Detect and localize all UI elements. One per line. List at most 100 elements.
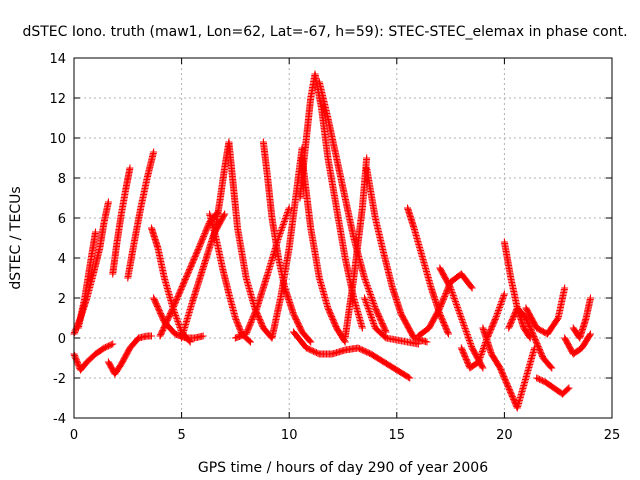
data-point — [252, 305, 260, 313]
data-point — [442, 290, 450, 298]
series-23 — [361, 294, 422, 348]
data-point — [561, 284, 569, 292]
series-1 — [70, 340, 117, 374]
data-point — [245, 323, 253, 331]
x-tick-label: 0 — [70, 428, 78, 443]
data-point — [414, 340, 422, 348]
data-point — [479, 364, 487, 372]
data-point — [243, 327, 251, 335]
data-point — [74, 359, 82, 367]
y-tick-label: 8 — [58, 172, 66, 187]
data-point — [444, 329, 452, 337]
data-point — [234, 320, 242, 328]
chart-title: dSTEC Iono. truth (maw1, Lon=62, Lat=-67… — [22, 24, 627, 40]
data-point — [251, 308, 259, 316]
data-point — [233, 317, 241, 325]
data-point — [74, 360, 82, 368]
data-point — [198, 237, 206, 245]
data-point — [245, 324, 253, 332]
data-point — [195, 244, 203, 252]
series-14 — [231, 204, 293, 342]
x-axis-label: GPS time / hours of day 290 of year 2006 — [198, 460, 488, 476]
x-tick-label: 10 — [281, 428, 298, 443]
y-tick-label: 4 — [58, 252, 66, 267]
data-points — [70, 70, 594, 412]
data-point — [71, 327, 79, 335]
data-point — [233, 318, 241, 326]
data-point — [147, 332, 155, 340]
data-point — [406, 374, 414, 382]
data-point — [439, 295, 447, 303]
data-point — [441, 291, 449, 299]
data-point — [71, 329, 79, 337]
y-axis-label: dSTEC / TECUs — [8, 186, 24, 289]
data-point — [200, 231, 208, 239]
series-3 — [74, 228, 100, 332]
data-point — [252, 307, 260, 315]
data-point — [247, 318, 255, 326]
data-point — [404, 373, 412, 381]
series-32 — [533, 374, 573, 398]
data-point — [245, 337, 253, 345]
y-tick-label: 0 — [58, 332, 66, 347]
series-22 — [363, 164, 431, 346]
data-point — [72, 354, 80, 362]
series-15 — [259, 138, 315, 346]
data-point — [248, 316, 256, 324]
series-19 — [315, 78, 390, 336]
data-point — [363, 154, 371, 162]
data-point — [250, 311, 258, 319]
y-tick-label: -2 — [53, 372, 66, 387]
data-point — [196, 241, 204, 249]
data-point — [201, 230, 209, 238]
data-point — [248, 317, 256, 325]
y-tick-label: 12 — [49, 92, 66, 107]
data-point — [199, 332, 207, 340]
data-point — [586, 294, 594, 302]
series-4 — [104, 332, 155, 378]
data-point — [104, 198, 112, 206]
data-point — [198, 235, 206, 243]
data-point — [586, 331, 594, 339]
x-tick-label: 15 — [389, 428, 406, 443]
series-6 — [124, 148, 158, 282]
series-34 — [569, 294, 594, 342]
data-point — [203, 224, 211, 232]
data-point — [71, 351, 79, 359]
grid-lines — [74, 58, 612, 418]
data-point — [243, 329, 251, 337]
data-point — [203, 225, 211, 233]
data-point — [201, 228, 209, 236]
data-point — [235, 323, 243, 331]
data-point — [548, 364, 556, 372]
data-point — [438, 298, 446, 306]
data-point — [92, 228, 100, 236]
data-point — [200, 232, 208, 240]
series-31 — [522, 284, 569, 338]
data-point — [220, 211, 228, 219]
data-point — [244, 326, 252, 334]
data-point — [73, 357, 81, 365]
y-tick-label: 6 — [58, 212, 66, 227]
data-point — [71, 353, 79, 361]
data-point — [565, 384, 573, 392]
data-point — [126, 164, 134, 172]
data-point — [440, 294, 448, 302]
data-point — [439, 297, 447, 305]
data-point — [381, 327, 389, 335]
series-12 — [210, 138, 233, 242]
data-point — [437, 301, 445, 309]
data-point — [242, 330, 250, 338]
data-point — [547, 363, 555, 371]
data-point — [444, 330, 452, 338]
data-point — [199, 234, 207, 242]
x-tick-label: 5 — [177, 428, 185, 443]
data-point — [307, 338, 315, 346]
axis-ticks: 0 5 10 15 20 25 -4 -2 0 2 4 6 8 10 12 14 — [49, 52, 620, 443]
series-30 — [505, 304, 556, 372]
data-point — [246, 320, 254, 328]
data-point — [438, 300, 446, 308]
data-point — [249, 313, 257, 321]
data-point — [195, 243, 203, 251]
